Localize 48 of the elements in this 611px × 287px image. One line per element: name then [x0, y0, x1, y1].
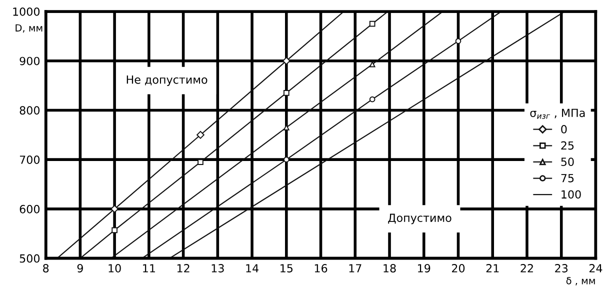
x-tick-label: 22: [520, 264, 533, 272]
point: [282, 56, 290, 65]
point: [110, 205, 118, 213]
y-tick-label: 500: [20, 254, 40, 263]
point: [196, 130, 204, 139]
legend-label: 0: [561, 124, 567, 134]
point: [283, 124, 290, 130]
y-tick-label: 600: [20, 204, 40, 214]
point: [369, 61, 376, 68]
x-axis-title: δ , мм: [566, 276, 595, 286]
annotation: Допустимо: [388, 214, 452, 224]
x-tick-label: 9: [77, 264, 83, 272]
line-series: [142, 11, 502, 258]
point: [198, 159, 204, 165]
x-tick-label: 24: [589, 264, 602, 272]
legend-title: σ$_{изг}$ , МПа: [530, 108, 585, 119]
x-tick-label: 21: [486, 264, 499, 272]
x-tick-label: 8: [43, 264, 49, 272]
point: [112, 227, 118, 234]
y-tick-label: 700: [20, 156, 40, 164]
point: [283, 90, 290, 96]
point: [369, 96, 376, 102]
x-tick-label: 15: [280, 264, 293, 272]
y-tick-label: 1000: [13, 7, 40, 16]
annotation: Не допустимо: [126, 76, 208, 86]
legend-label: 100: [562, 190, 581, 199]
legend-label: 50: [561, 158, 574, 166]
y-axis-title: D, мм: [16, 24, 42, 33]
x-tick-label: 13: [212, 264, 224, 272]
x-tick-label: 18: [384, 264, 396, 272]
line-series: [80, 11, 388, 258]
x-tick-label: 16: [314, 264, 328, 272]
x-tick-label: 23: [555, 264, 568, 272]
line-series: [56, 11, 344, 258]
point: [369, 20, 376, 27]
x-tick-label: 14: [246, 264, 258, 272]
y-tick-label: 800: [20, 106, 40, 115]
x-tick-label: 19: [418, 264, 430, 272]
y-tick-label: 900: [20, 56, 40, 66]
point: [283, 156, 290, 162]
legend-label: 25: [561, 141, 574, 150]
x-tick-label: 10: [108, 264, 121, 272]
x-tick-label: 12: [177, 264, 190, 272]
x-tick-label: 20: [452, 264, 465, 272]
x-tick-label: 11: [143, 264, 155, 272]
x-tick-label: 17: [349, 264, 362, 272]
point: [455, 38, 462, 44]
legend-label: 75: [561, 174, 574, 182]
